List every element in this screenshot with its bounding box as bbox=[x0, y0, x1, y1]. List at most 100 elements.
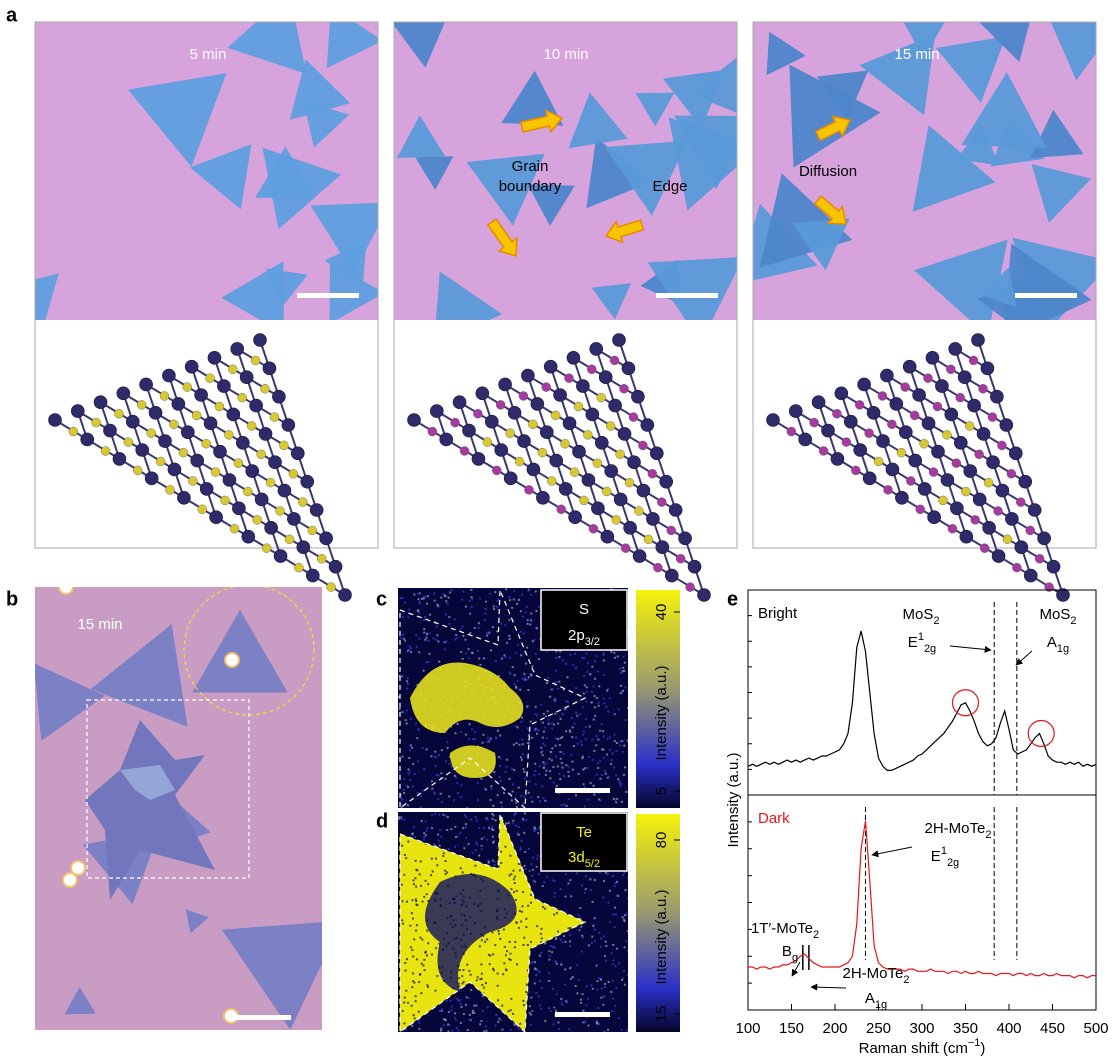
noise bbox=[586, 686, 588, 688]
chalcogen-atom bbox=[206, 374, 215, 383]
noise bbox=[571, 717, 573, 719]
noise bbox=[612, 980, 614, 982]
noise bbox=[580, 740, 582, 742]
noise bbox=[433, 922, 435, 924]
noise bbox=[596, 1022, 598, 1024]
chalcogen-atom bbox=[327, 583, 336, 592]
noise bbox=[575, 712, 577, 714]
noise bbox=[419, 873, 421, 875]
mo-atom bbox=[844, 415, 857, 428]
noise bbox=[420, 806, 422, 808]
noise bbox=[442, 855, 444, 857]
noise bbox=[490, 649, 492, 651]
mo-atom bbox=[291, 447, 304, 460]
noise bbox=[548, 723, 550, 725]
noise bbox=[416, 646, 418, 648]
noise bbox=[616, 948, 618, 950]
noise bbox=[525, 819, 527, 821]
noise bbox=[415, 634, 417, 636]
chalcogen-atom bbox=[238, 393, 247, 402]
noise bbox=[534, 770, 536, 772]
noise bbox=[551, 979, 553, 981]
noise bbox=[446, 640, 448, 642]
noise bbox=[517, 726, 519, 728]
noise bbox=[516, 922, 518, 924]
noise bbox=[529, 624, 531, 626]
noise bbox=[435, 774, 437, 776]
mo-atom bbox=[958, 371, 971, 384]
mo-atom bbox=[945, 408, 958, 421]
noise bbox=[509, 953, 511, 955]
noise bbox=[496, 606, 498, 608]
noise bbox=[490, 738, 492, 740]
noise bbox=[590, 889, 592, 891]
noise bbox=[425, 830, 427, 832]
noise bbox=[534, 729, 536, 731]
noise bbox=[592, 759, 594, 761]
noise bbox=[455, 836, 457, 838]
noise bbox=[545, 715, 547, 717]
chalcogen-atom bbox=[570, 468, 579, 477]
noise bbox=[454, 1012, 456, 1014]
noise bbox=[496, 918, 498, 920]
noise bbox=[515, 812, 517, 814]
noise bbox=[449, 1000, 451, 1002]
noise bbox=[624, 914, 626, 916]
noise bbox=[471, 596, 473, 598]
panel-label: c bbox=[376, 588, 387, 610]
noise bbox=[407, 773, 409, 775]
noise bbox=[464, 1002, 466, 1004]
noise bbox=[600, 979, 602, 981]
noise bbox=[498, 933, 500, 935]
noise bbox=[523, 673, 525, 675]
noise bbox=[470, 989, 472, 991]
mo-atom bbox=[935, 380, 948, 393]
ann: B bbox=[782, 943, 792, 960]
mo-atom bbox=[499, 378, 512, 391]
chalcogen-atom bbox=[137, 400, 146, 409]
noise bbox=[477, 650, 479, 652]
noise bbox=[483, 827, 485, 829]
noise bbox=[541, 887, 543, 889]
mo-atom bbox=[200, 482, 213, 495]
noise bbox=[622, 977, 624, 979]
noise bbox=[540, 975, 542, 977]
noise bbox=[555, 657, 557, 659]
noise bbox=[584, 943, 586, 945]
noise bbox=[548, 950, 550, 952]
noise bbox=[587, 767, 589, 769]
mo-atom bbox=[531, 397, 544, 410]
noise bbox=[410, 651, 412, 653]
noise bbox=[555, 700, 557, 702]
noise bbox=[593, 719, 595, 721]
noise bbox=[406, 722, 408, 724]
noise bbox=[505, 656, 507, 658]
noise bbox=[563, 804, 565, 806]
noise bbox=[486, 741, 488, 743]
noise bbox=[546, 876, 548, 878]
noise bbox=[567, 882, 569, 884]
noise bbox=[563, 753, 565, 755]
noise bbox=[512, 822, 514, 824]
noise bbox=[434, 751, 436, 753]
noise bbox=[516, 603, 518, 605]
noise bbox=[471, 728, 473, 730]
noise bbox=[434, 898, 436, 900]
mo-atom bbox=[660, 475, 673, 488]
arrow bbox=[950, 646, 991, 650]
mo-atom bbox=[590, 342, 603, 355]
noise bbox=[533, 870, 535, 872]
noise bbox=[426, 893, 428, 895]
ann: A bbox=[1047, 634, 1057, 651]
chalcogen-atom bbox=[602, 487, 611, 496]
noise bbox=[551, 727, 553, 729]
noise bbox=[536, 860, 538, 862]
noise bbox=[444, 778, 446, 780]
noise bbox=[594, 695, 596, 697]
mo-atom bbox=[329, 560, 342, 573]
mo-atom bbox=[1000, 419, 1013, 432]
noise bbox=[618, 709, 620, 711]
noise bbox=[520, 849, 522, 851]
chalcogen-atom bbox=[276, 506, 285, 515]
noise bbox=[557, 688, 559, 690]
